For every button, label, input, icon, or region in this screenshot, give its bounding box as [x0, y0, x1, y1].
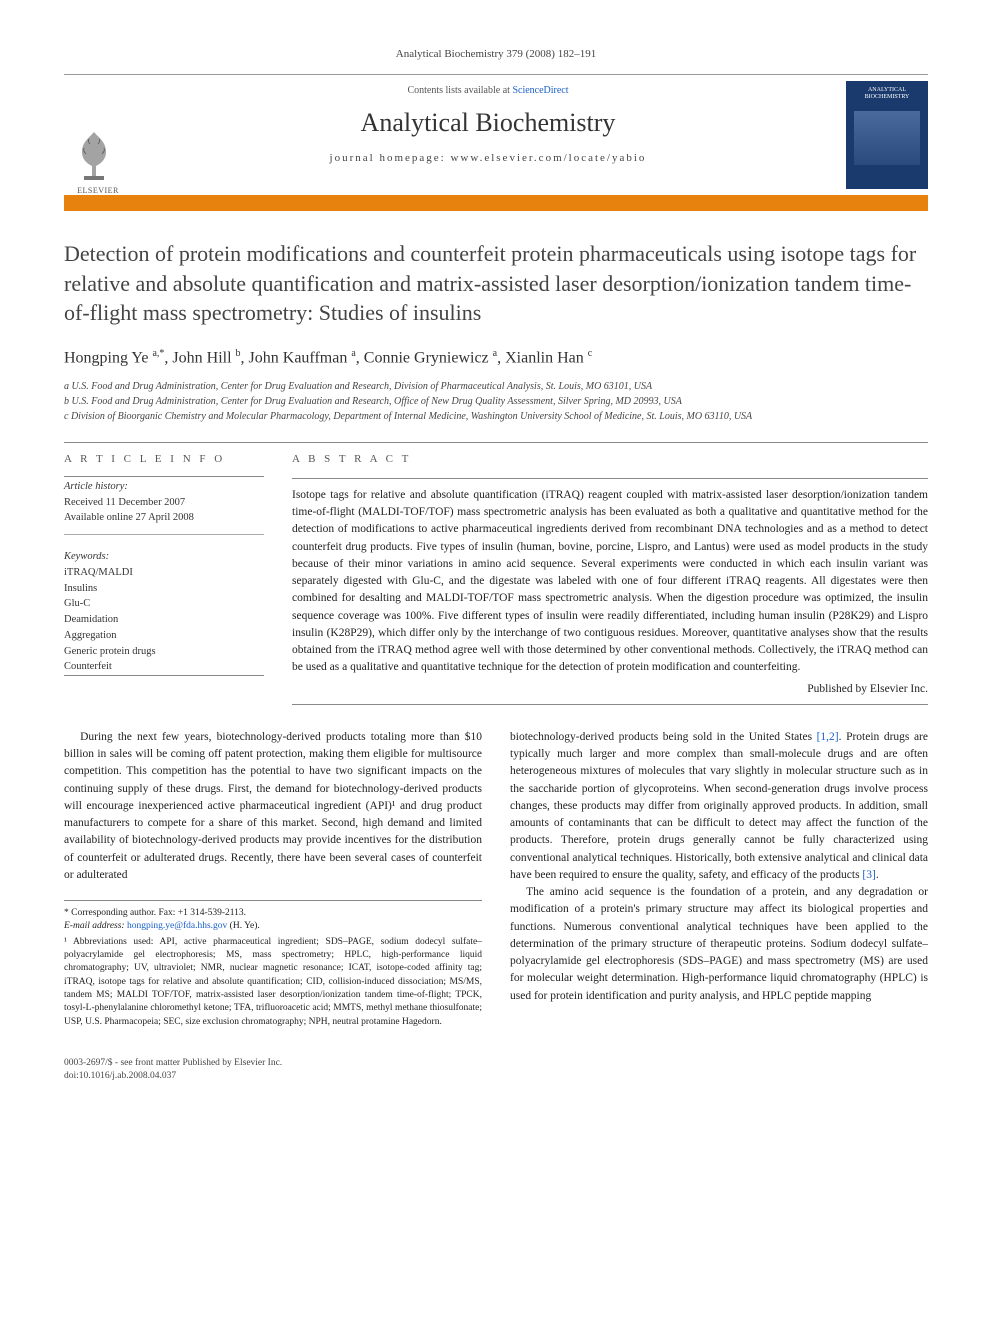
body-columns: During the next few years, biotechnology… — [64, 729, 928, 1029]
email-label: E-mail address: — [64, 921, 127, 931]
homepage-url: www.elsevier.com/locate/yabio — [450, 152, 646, 164]
orange-divider-bar — [64, 195, 928, 211]
publisher-name: ELSEVIER — [64, 186, 132, 195]
doi-line: doi:10.1016/j.ab.2008.04.037 — [64, 1070, 928, 1083]
email-address[interactable]: hongping.ye@fda.hhs.gov — [127, 921, 227, 931]
body-para: biotechnology-derived products being sol… — [510, 729, 928, 884]
info-rule-2 — [64, 534, 264, 535]
article-info-head: A R T I C L E I N F O — [64, 451, 264, 468]
homepage-prefix: journal homepage: — [330, 152, 451, 164]
keyword: iTRAQ/MALDI — [64, 565, 264, 581]
contents-lists-line: Contents lists available at ScienceDirec… — [136, 85, 840, 96]
bottom-matter: 0003-2697/$ - see front matter Published… — [64, 1057, 928, 1084]
abstract-text: Isotope tags for relative and absolute q… — [292, 487, 928, 677]
online-date: Available online 27 April 2008 — [64, 510, 264, 526]
article-title: Detection of protein modifications and c… — [64, 239, 928, 328]
divider-rule — [64, 442, 928, 443]
keyword: Deamidation — [64, 612, 264, 628]
cover-title-text: ANALYTICAL BIOCHEMISTRY — [850, 87, 924, 101]
affiliation-a: a U.S. Food and Drug Administration, Cen… — [64, 379, 928, 394]
body-para: During the next few years, biotechnology… — [64, 729, 482, 884]
sciencedirect-link[interactable]: ScienceDirect — [512, 85, 568, 96]
article-meta-row: A R T I C L E I N F O Article history: R… — [64, 451, 928, 705]
cover-figure — [854, 111, 920, 165]
keyword: Aggregation — [64, 628, 264, 644]
footnotes-block: * Corresponding author. Fax: +1 314-539-… — [64, 900, 482, 1029]
email-suffix: (H. Ye). — [227, 921, 259, 931]
affiliation-b: b U.S. Food and Drug Administration, Cen… — [64, 394, 928, 409]
abstract-col: A B S T R A C T Isotope tags for relativ… — [292, 451, 928, 705]
affiliation-c: c Division of Bioorganic Chemistry and M… — [64, 409, 928, 424]
contents-lists-prefix: Contents lists available at — [407, 85, 512, 96]
keyword: Glu-C — [64, 596, 264, 612]
email-line: E-mail address: hongping.ye@fda.hhs.gov … — [64, 920, 482, 933]
journal-header-center: Contents lists available at ScienceDirec… — [136, 75, 840, 195]
affiliations-block: a U.S. Food and Drug Administration, Cen… — [64, 379, 928, 424]
keyword: Generic protein drugs — [64, 644, 264, 660]
abbreviations-footnote: ¹ Abbreviations used: API, active pharma… — [64, 936, 482, 1029]
journal-name: Analytical Biochemistry — [136, 108, 840, 138]
cover-image: ANALYTICAL BIOCHEMISTRY — [846, 81, 928, 189]
running-head: Analytical Biochemistry 379 (2008) 182–1… — [64, 48, 928, 60]
journal-homepage-line: journal homepage: www.elsevier.com/locat… — [136, 152, 840, 164]
journal-cover-thumb: ANALYTICAL BIOCHEMISTRY — [840, 75, 928, 195]
article-info-col: A R T I C L E I N F O Article history: R… — [64, 451, 264, 705]
front-matter-line: 0003-2697/$ - see front matter Published… — [64, 1057, 928, 1070]
history-head: Article history: — [64, 479, 264, 495]
elsevier-tree-icon — [64, 124, 124, 184]
journal-header-block: ELSEVIER Contents lists available at Sci… — [64, 74, 928, 195]
received-date: Received 11 December 2007 — [64, 495, 264, 511]
keyword: Insulins — [64, 581, 264, 597]
corresponding-author: * Corresponding author. Fax: +1 314-539-… — [64, 907, 482, 920]
info-rule-1 — [64, 476, 264, 477]
abstract-rule-bottom — [292, 704, 928, 705]
body-para: The amino acid sequence is the foundatio… — [510, 884, 928, 1005]
body-col-right: biotechnology-derived products being sol… — [510, 729, 928, 1029]
body-col-left: During the next few years, biotechnology… — [64, 729, 482, 1029]
keywords-head: Keywords: — [64, 549, 264, 565]
published-by: Published by Elsevier Inc. — [292, 681, 928, 698]
authors-line: Hongping Ye a,*, John Hill b, John Kauff… — [64, 348, 928, 367]
publisher-logo: ELSEVIER — [64, 75, 136, 195]
abstract-head: A B S T R A C T — [292, 451, 928, 468]
keyword: Counterfeit — [64, 659, 264, 675]
info-rule-3 — [64, 675, 264, 676]
